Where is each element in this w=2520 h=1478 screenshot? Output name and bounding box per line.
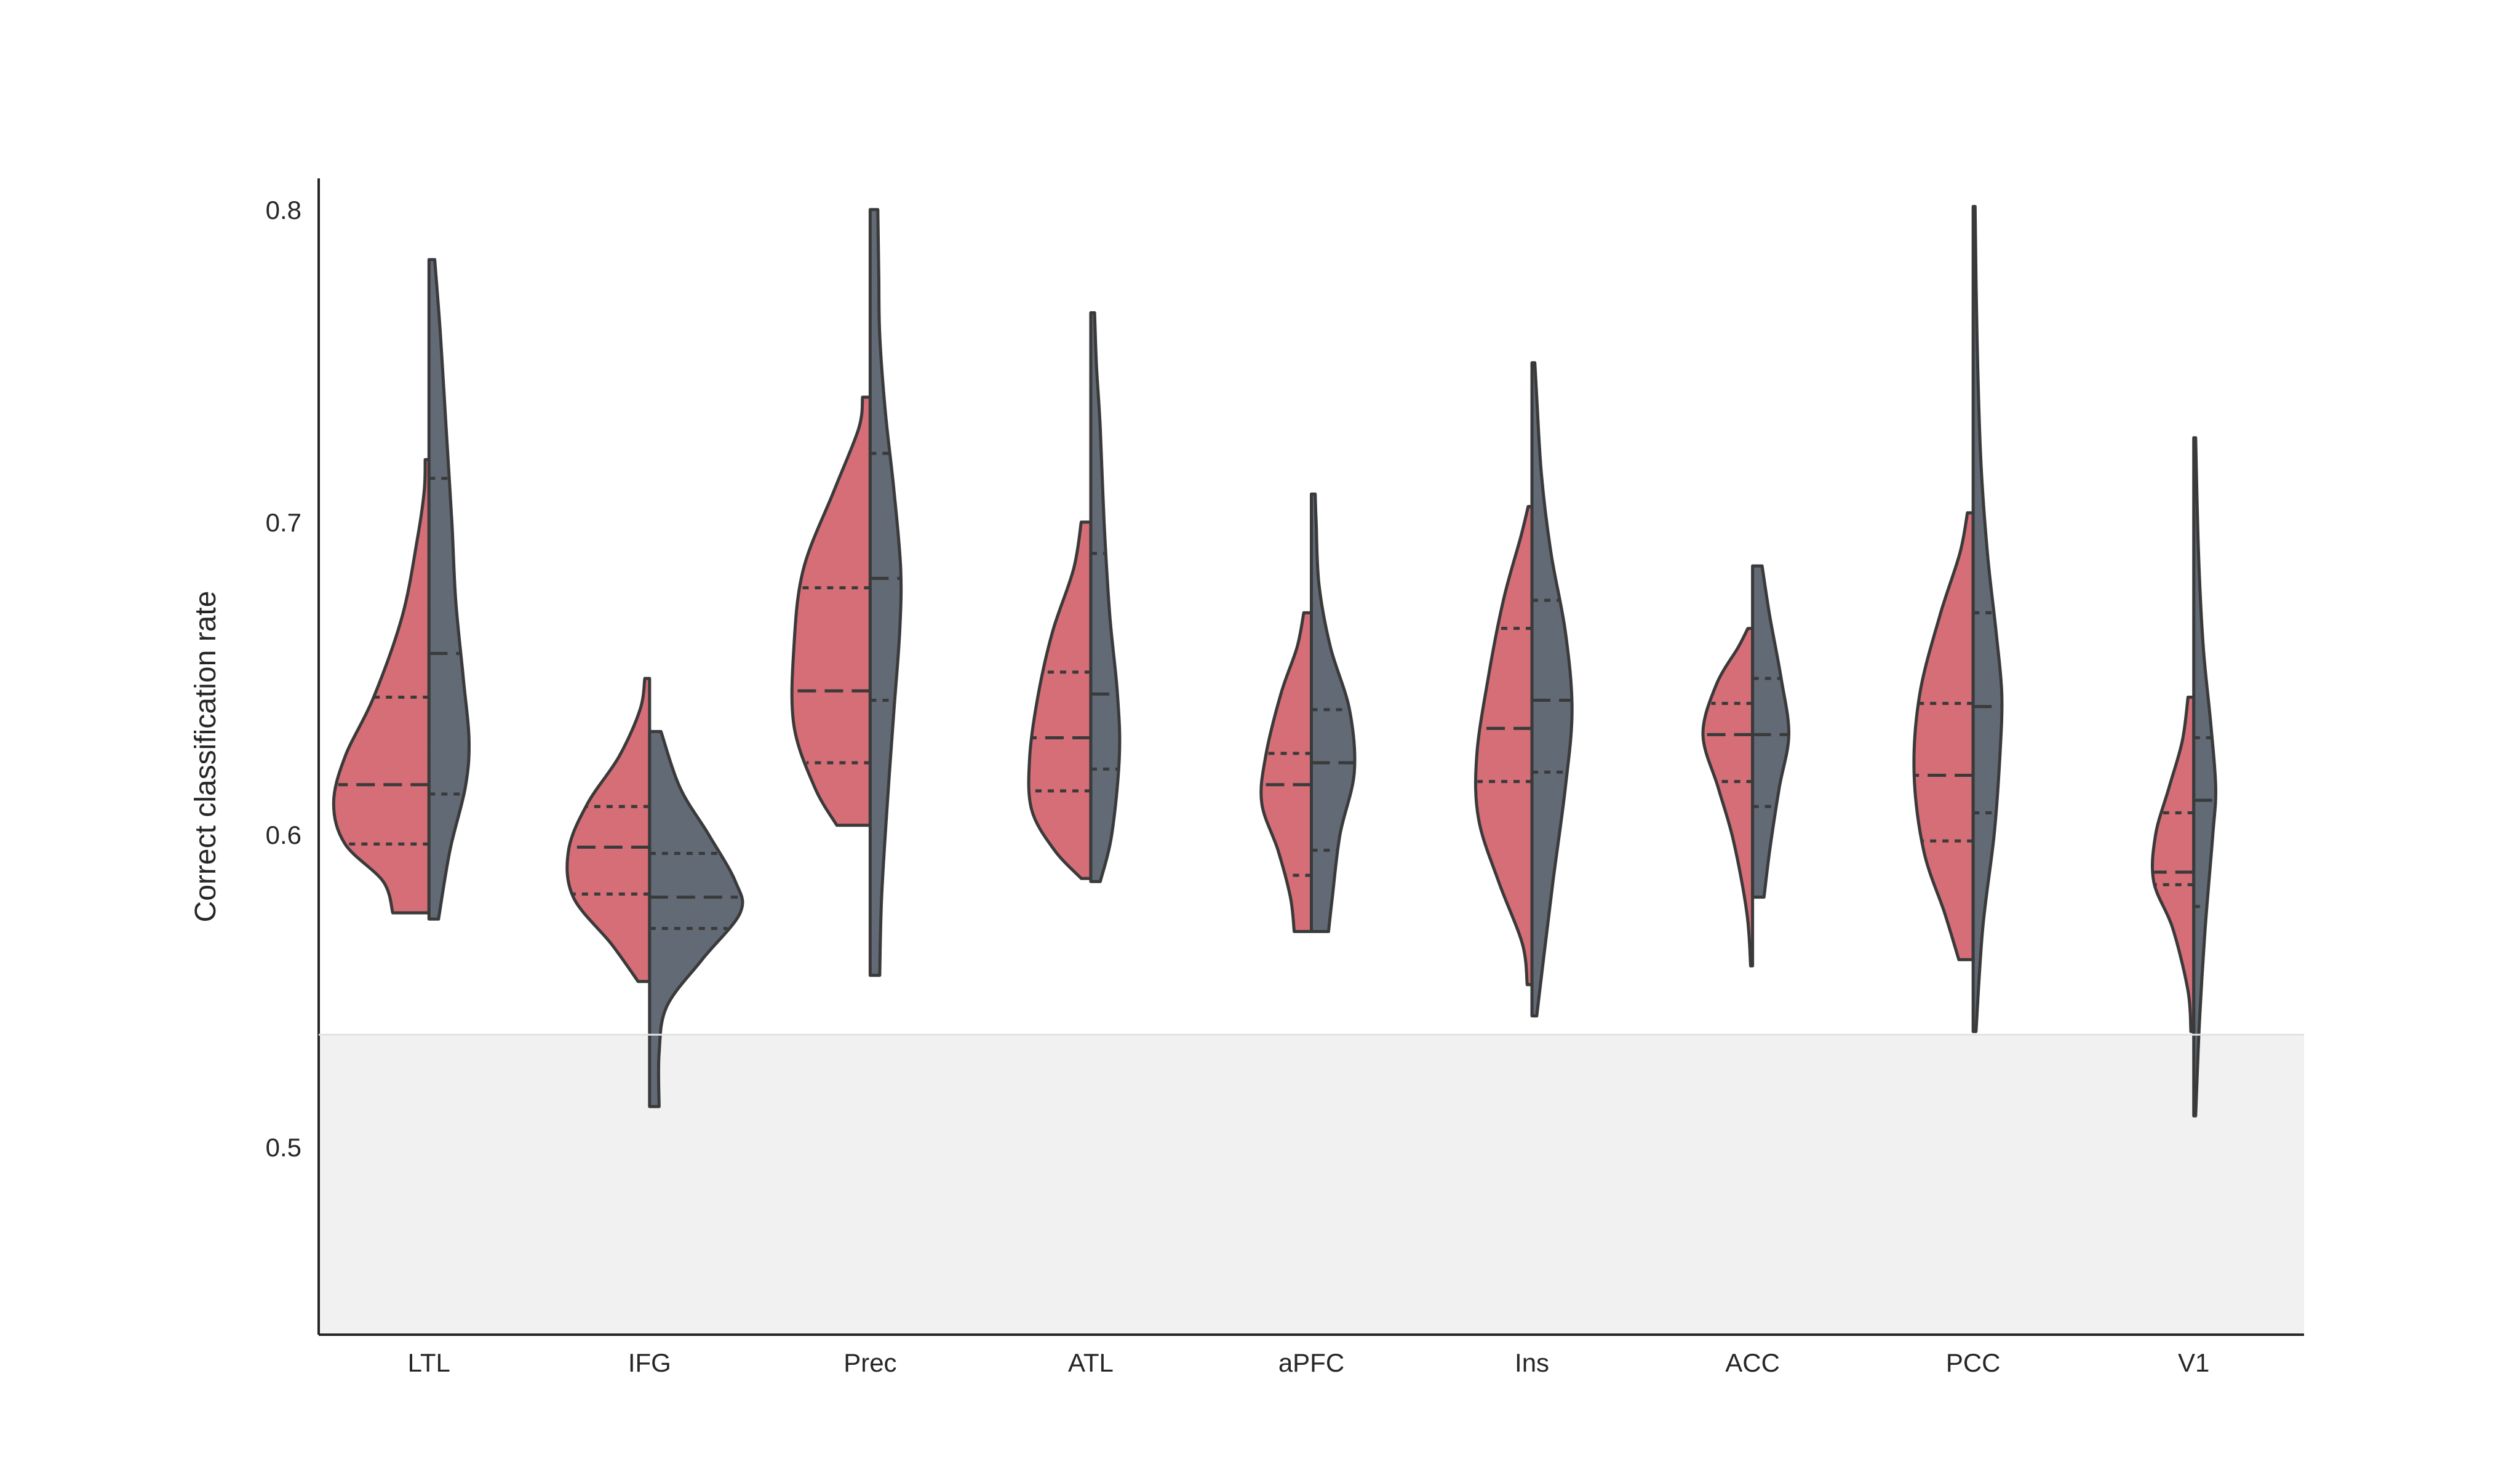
violin-PCC <box>1912 205 2004 1033</box>
violin-LTL <box>332 258 471 921</box>
violin-half-left-V1 <box>2150 696 2196 1033</box>
x-ticks: LTL IFG Prec ATL aPFC Ins ACC PCC V1 <box>408 1348 2210 1377</box>
violin-half-left-Prec <box>790 395 872 827</box>
x-tick-label-IFG: IFG <box>628 1348 671 1377</box>
x-tick-label-V1: V1 <box>2178 1348 2209 1377</box>
x-tick-label-Ins: Ins <box>1515 1348 1549 1377</box>
violin-half-right-IFG <box>648 729 744 1108</box>
violin-half-left-aPFC <box>1259 611 1313 933</box>
violin-half-right-Ins <box>1530 361 1574 1018</box>
y-tick-label: 0.5 <box>266 1133 301 1162</box>
violin-half-left-Ins <box>1473 505 1534 987</box>
violin-ATL <box>1027 311 1122 883</box>
x-tick-label-Prec: Prec <box>843 1348 896 1377</box>
x-tick-label-ACC: ACC <box>1725 1348 1780 1377</box>
violin-Ins <box>1473 361 1574 1018</box>
violin-IFG <box>565 677 744 1108</box>
y-tick-label: 0.8 <box>266 196 301 224</box>
x-tick-label-aPFC: aPFC <box>1278 1348 1344 1377</box>
violin-half-right-ATL <box>1089 311 1122 883</box>
y-axis-label: Correct classification rate <box>189 591 222 923</box>
violin-ACC <box>1701 564 1791 967</box>
x-tick-label-ATL: ATL <box>1068 1348 1114 1377</box>
violin-group <box>332 205 2217 1118</box>
y-tick-label: 0.7 <box>266 508 301 537</box>
chance-band <box>319 1035 2304 1335</box>
violin-half-left-LTL <box>332 458 431 915</box>
violin-half-right-LTL <box>427 258 471 921</box>
violin-V1 <box>2150 436 2217 1118</box>
y-tick-label: 0.6 <box>266 820 301 849</box>
violin-aPFC <box>1259 492 1357 933</box>
violin-half-right-Prec <box>868 208 903 977</box>
violin-half-left-ATL <box>1027 520 1093 880</box>
axes: 0.5 0.6 0.7 0.8 LTL IFG Prec ATL aPFC Ins ACC PCC V… <box>189 178 2304 1377</box>
violin-half-left-PCC <box>1912 511 1975 961</box>
violin-Prec <box>790 208 903 977</box>
y-ticks: 0.5 0.6 0.7 0.8 <box>266 196 301 1162</box>
violin-half-right-PCC <box>1971 205 2004 1033</box>
violin-half-right-ACC <box>1751 564 1791 899</box>
x-tick-label-PCC: PCC <box>1946 1348 2001 1377</box>
violin-half-right-aPFC <box>1310 492 1357 933</box>
violin-half-left-IFG <box>565 677 652 983</box>
violin-half-right-V1 <box>2192 436 2217 1118</box>
x-tick-label-LTL: LTL <box>408 1348 450 1377</box>
violin-half-left-ACC <box>1701 627 1755 967</box>
